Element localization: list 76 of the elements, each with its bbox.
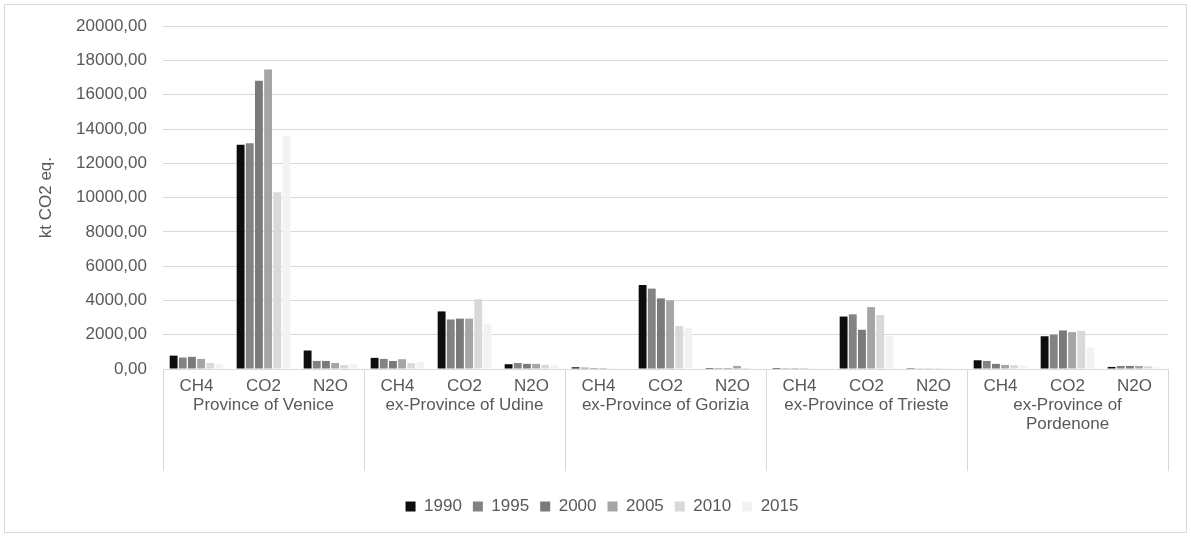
bar (215, 364, 224, 369)
y-tick-label: 10000,00 (76, 187, 147, 207)
bar (504, 364, 513, 369)
bar (398, 359, 407, 369)
legend-label: 2010 (693, 496, 732, 516)
text: ex-Province of Pordenone (1013, 394, 1123, 433)
y-tick-label: 16000,00 (76, 84, 147, 104)
bar (532, 363, 541, 369)
y-tick-label: 2000,00 (85, 324, 147, 344)
text: ex-Province of Udine (385, 394, 544, 414)
bar (331, 363, 340, 369)
x-tick-label: N2O (514, 375, 549, 395)
y-tick-label: 12000,00 (76, 153, 147, 173)
x-tick-label: N2O (916, 375, 951, 395)
bar (282, 136, 291, 369)
bar (666, 300, 675, 369)
bar (303, 350, 312, 369)
y-tick-label: 0,00 (113, 358, 147, 378)
y-tick-label: 4000,00 (85, 290, 147, 310)
bar (1001, 364, 1010, 369)
legend-label: 2000 (558, 496, 597, 516)
bar (1019, 365, 1028, 369)
bar (206, 363, 215, 369)
y-tick-label: 6000,00 (85, 255, 147, 275)
x-tick-label: CO2 (246, 375, 281, 395)
y-tick-label: 14000,00 (76, 118, 147, 138)
bar (465, 318, 474, 369)
y-axis-title: kt CO2 eq. (35, 156, 55, 239)
x-tick-label: CH4 (581, 375, 616, 395)
bar (867, 307, 876, 369)
x-tick-label: CO2 (1050, 375, 1085, 395)
y-tick-label: 8000,00 (85, 221, 147, 241)
text: Province of Venice (193, 394, 334, 414)
x-tick-label: CO2 (648, 375, 683, 395)
x-tick-label: CO2 (849, 375, 884, 395)
bar (370, 357, 379, 369)
bar (483, 323, 492, 369)
legend-label: 2015 (760, 496, 799, 516)
bar (973, 360, 982, 369)
bar (349, 364, 358, 369)
x-tick-label: N2O (1117, 375, 1152, 395)
bar (733, 365, 742, 369)
legend-label: 1995 (491, 496, 530, 516)
x-tick-label: CH4 (380, 375, 415, 395)
bar (885, 336, 894, 369)
bar (1144, 366, 1153, 369)
bar (1010, 365, 1019, 369)
bar (638, 285, 647, 369)
bar (236, 144, 245, 369)
y-tick-label: 20000,00 (76, 15, 147, 35)
bar (1086, 347, 1095, 369)
text: ex-Province of Trieste (784, 394, 949, 414)
x-tick-label: CH4 (179, 375, 214, 395)
bar (1040, 336, 1049, 369)
x-tick-label: N2O (715, 375, 750, 395)
bar (550, 365, 559, 369)
x-tick-label: CO2 (447, 375, 482, 395)
bar (1068, 332, 1077, 369)
legend-label: 1990 (424, 496, 462, 516)
bar (169, 355, 178, 369)
bar (541, 364, 550, 369)
x-tick-label: CH4 (983, 375, 1018, 395)
x-tick-label: N2O (313, 375, 348, 395)
legend-label: 2005 (626, 496, 664, 516)
bar (684, 327, 693, 369)
bar (340, 364, 349, 369)
bar (1135, 365, 1144, 369)
text: ex-Province of Gorizia (581, 394, 750, 414)
x-tick-label: CH4 (782, 375, 817, 395)
y-tick-label: 18000,00 (76, 50, 147, 70)
bar (416, 361, 425, 369)
bar (197, 358, 206, 369)
bar (407, 363, 416, 369)
bar (264, 69, 273, 369)
bar (437, 311, 446, 369)
bar (839, 316, 848, 369)
